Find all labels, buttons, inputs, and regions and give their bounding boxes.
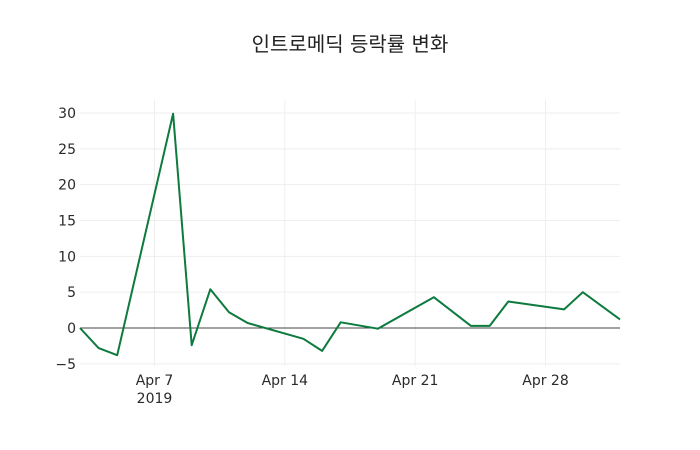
y-axis: −5 0 5 10 15 20 25 30 (55, 106, 76, 373)
y-tick-label: 10 (58, 249, 76, 265)
y-tick-label: 20 (58, 178, 76, 194)
x-tick-label: Apr 14 (262, 373, 309, 389)
y-tick-label: 5 (67, 285, 76, 301)
y-tick-label: 15 (58, 214, 76, 230)
x-tick-label: Apr 7 (136, 373, 174, 389)
x-tick-label: Apr 21 (392, 373, 438, 389)
y-tick-label: 0 (67, 321, 76, 337)
gridlines (80, 100, 620, 366)
series-line (79, 112, 621, 357)
chart-title: 인트로메딕 등락률 변화 (251, 32, 449, 56)
y-tick-label: −5 (55, 357, 76, 373)
y-tick-label: 25 (58, 142, 76, 158)
x-tick-label: Apr 28 (522, 373, 568, 389)
x-tick-year-label: 2019 (137, 391, 173, 407)
x-axis: Apr 7 2019 Apr 14 Apr 21 Apr 28 (136, 373, 569, 407)
y-tick-label: 30 (58, 106, 76, 122)
